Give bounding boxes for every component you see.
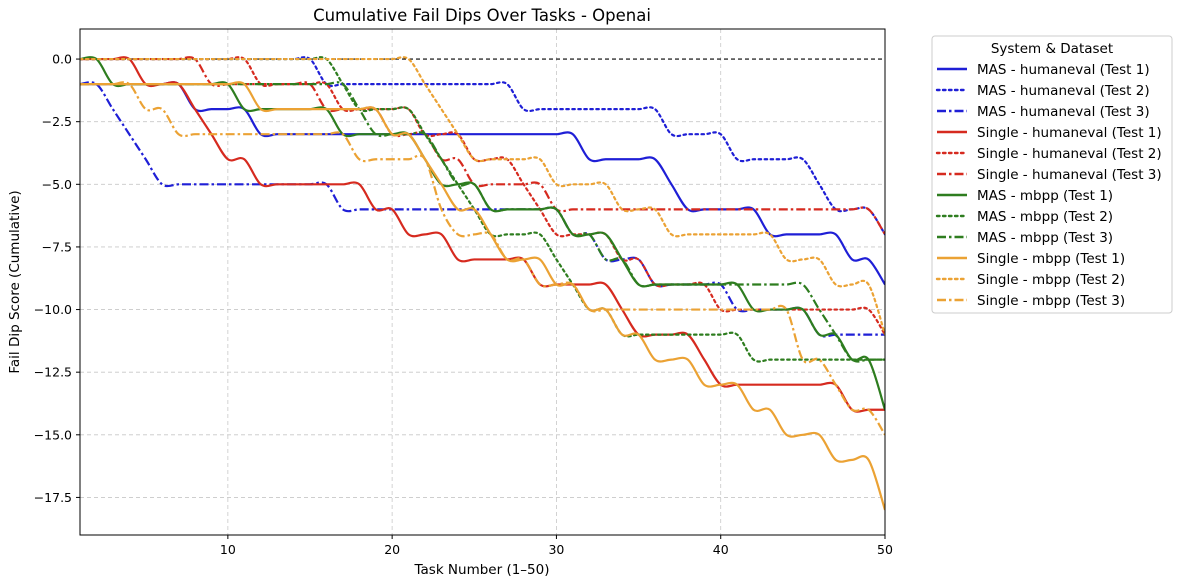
y-tick-label: −10.0 — [34, 302, 72, 317]
legend-label-6: MAS - mbpp (Test 1) — [977, 188, 1113, 204]
x-axis-title: Task Number (1–50) — [414, 562, 550, 578]
legend-label-5: Single - humaneval (Test 3) — [977, 167, 1162, 183]
y-tick-label: −15.0 — [34, 427, 72, 442]
grid — [80, 29, 886, 535]
legend-label-10: Single - mbpp (Test 2) — [977, 272, 1125, 288]
legend: System & Dataset MAS - humaneval (Test 1… — [931, 35, 1173, 314]
legend-label-0: MAS - humaneval (Test 1) — [977, 62, 1150, 78]
legend-entries: MAS - humaneval (Test 1) MAS - humaneval … — [935, 62, 1162, 309]
y-tick-label: −12.5 — [34, 365, 72, 380]
y-tick-label: −17.5 — [34, 490, 72, 505]
y-tick-label: −2.5 — [42, 114, 72, 129]
legend-label-1: MAS - humaneval (Test 2) — [977, 83, 1150, 99]
legend-label-4: Single - humaneval (Test 2) — [977, 146, 1162, 162]
x-tick-label: 30 — [548, 542, 564, 557]
series-line-10 — [80, 56, 885, 336]
legend-box — [931, 35, 1173, 314]
x-tick-label: 20 — [384, 542, 400, 557]
legend-label-11: Single - mbpp (Test 3) — [977, 293, 1125, 309]
x-tick-label: 50 — [877, 542, 893, 557]
legend-label-9: Single - mbpp (Test 1) — [977, 251, 1125, 267]
series-line-3 — [80, 56, 885, 413]
axis-ticks: 10 20 30 40 50 0.0 −2.5 −5.0 −7.5 −10.0 −12.5 −15.0… — [34, 52, 893, 557]
legend-title: System & Dataset — [991, 41, 1113, 57]
series-line-11 — [80, 81, 885, 436]
y-axis-title: Fail Dip Score (Cumulative) — [7, 190, 23, 373]
series-lines — [80, 56, 885, 511]
series-line-9 — [80, 81, 885, 511]
x-tick-label: 10 — [220, 542, 236, 557]
plot-frame — [79, 28, 886, 536]
y-tick-label: −5.0 — [42, 177, 72, 192]
y-tick-label: 0.0 — [52, 52, 72, 67]
chart-title: Cumulative Fail Dips Over Tasks - Openai — [313, 6, 651, 25]
legend-label-2: MAS - humaneval (Test 3) — [977, 104, 1150, 120]
x-tick-label: 40 — [713, 542, 729, 557]
legend-label-3: Single - humaneval (Test 1) — [977, 125, 1162, 141]
legend-label-8: MAS - mbpp (Test 3) — [977, 230, 1113, 246]
legend-label-7: MAS - mbpp (Test 2) — [977, 209, 1113, 225]
y-tick-label: −7.5 — [42, 239, 72, 254]
